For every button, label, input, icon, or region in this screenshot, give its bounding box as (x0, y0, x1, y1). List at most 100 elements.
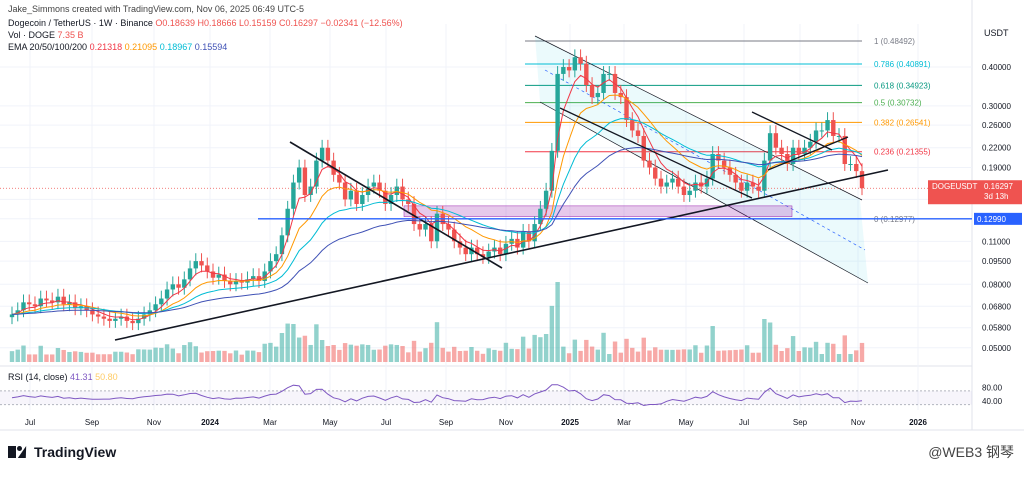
candle-body (101, 316, 107, 319)
volume-bar (44, 354, 49, 362)
volume-bar (635, 351, 641, 362)
watermark-text: @WEB3 钢琴 (928, 444, 1014, 460)
time-tick-label: Sep (85, 418, 100, 427)
candle-body (434, 213, 440, 242)
candle-body (848, 164, 853, 166)
candle-body (779, 147, 784, 155)
blue-price-tag-label: 0.12990 (977, 215, 1006, 224)
candle-body (164, 289, 170, 299)
candle-body (360, 195, 365, 205)
candle-body (159, 298, 164, 305)
candle-body (566, 66, 572, 71)
candle-body (193, 261, 198, 269)
volume-bar (331, 345, 336, 362)
volume-bar (90, 352, 95, 362)
ema-20-value: 0.21318 (89, 42, 123, 52)
candle-body (452, 229, 457, 242)
volume-bar (210, 351, 216, 362)
volume-bar (55, 348, 61, 362)
blue-price-tag (974, 212, 1022, 225)
price-tag-countdown: 3d 13h (984, 192, 1008, 201)
candle-body (268, 261, 273, 272)
volume-bar (136, 349, 141, 362)
volume-bar (365, 344, 371, 362)
volume-bar (360, 344, 365, 362)
candle-body (394, 186, 399, 196)
volume-bar (756, 352, 761, 362)
price-tick-label: 0.40000 (982, 63, 1011, 72)
volume-bar (819, 354, 824, 362)
volume-bar (515, 349, 520, 362)
volume-bar (67, 351, 72, 362)
candle-body (153, 304, 158, 311)
candle-body (721, 160, 727, 168)
price-tick-label: 0.05800 (982, 324, 1011, 333)
candle-body (607, 73, 612, 75)
candle-body (693, 182, 698, 191)
candle-body (836, 135, 842, 137)
long-term-support-trendline (114, 169, 889, 341)
wedge-lower-line (767, 136, 849, 171)
volume-bar (216, 350, 221, 362)
candle-body (187, 268, 193, 280)
candle-body (842, 135, 847, 165)
fib-level-label: 0.786 (0.40891) (874, 60, 931, 69)
candle-body (199, 261, 204, 266)
rsi-ma-value: 50.80 (95, 372, 118, 382)
volume-bar (831, 343, 836, 362)
candle-body (348, 190, 354, 200)
volume-bar (314, 324, 319, 362)
candle-body (676, 178, 681, 187)
volume-bar (653, 347, 658, 362)
volume-bar (452, 346, 457, 362)
volume-bar (291, 324, 296, 362)
volume-bar (159, 347, 164, 362)
volume-bar (308, 344, 313, 362)
volume-bar (790, 336, 796, 362)
candle-body (698, 182, 704, 187)
time-tick-label: May (322, 418, 337, 427)
ema-50-value: 0.21095 (124, 42, 158, 52)
volume-bar (9, 351, 15, 362)
candle-body (314, 160, 319, 187)
price-tick-label: 0.19000 (982, 164, 1011, 173)
candle-body (802, 147, 807, 155)
volume-bar (273, 346, 279, 362)
candle-body (463, 247, 468, 255)
volume-bar (589, 346, 595, 362)
candle-body (371, 182, 377, 187)
candle-body (515, 238, 520, 248)
volume-bar (664, 349, 669, 362)
candle-body (716, 154, 721, 161)
candle-body (664, 182, 669, 187)
price-tick-label: 0.09500 (982, 257, 1011, 266)
volume-bar (285, 323, 290, 362)
candle-body (429, 224, 434, 242)
fib-level-label: 0.236 (0.21355) (874, 148, 931, 157)
volume-bar (802, 347, 807, 362)
candle-body (296, 167, 302, 183)
fib-level-label: 0.618 (0.34923) (874, 81, 931, 90)
candle-body (727, 167, 733, 175)
volume-bar (388, 344, 394, 362)
candle-body (21, 302, 26, 311)
candle-body (182, 279, 187, 288)
volume-bar (256, 352, 262, 362)
volume-bar (555, 282, 560, 362)
volume-bar (429, 342, 434, 362)
price-tick-label: 0.30000 (982, 102, 1011, 111)
candle-body (486, 251, 491, 257)
candle-body (319, 147, 325, 161)
descending-trendline-2025 (559, 107, 753, 199)
price-tick-label: 0.06800 (982, 302, 1011, 311)
tradingview-logo[interactable]: TradingView (8, 444, 116, 460)
volume-bar (676, 349, 681, 362)
volume-bar (503, 342, 509, 362)
candle-body (216, 274, 221, 278)
time-tick-label: Nov (499, 418, 513, 427)
candle-body (205, 265, 210, 272)
volume-line: Vol · DOGE 7.35 B (8, 30, 84, 41)
candle-body (555, 73, 560, 151)
